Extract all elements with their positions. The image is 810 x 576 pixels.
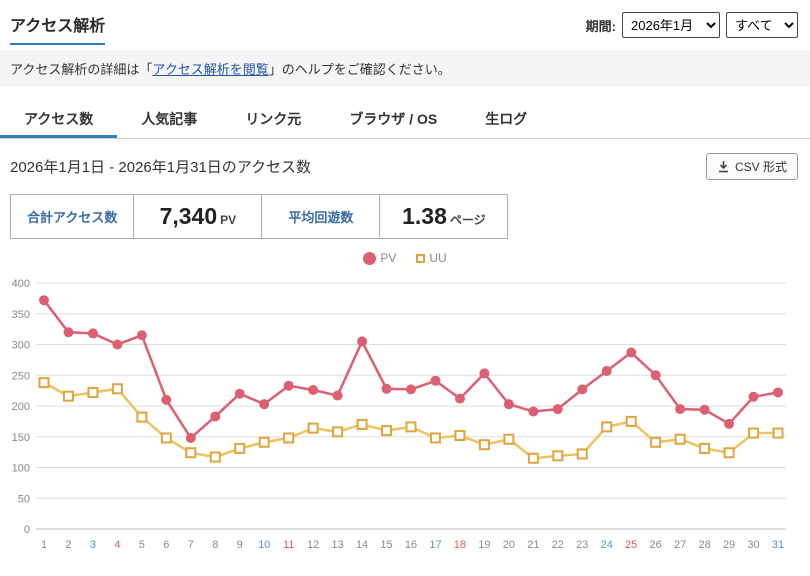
tab-popular-articles[interactable]: 人気記事	[141, 111, 198, 127]
notice-text-after: 」のヘルプをご確認ください。	[268, 62, 451, 77]
notice-text-before: アクセス解析の詳細は「	[10, 62, 153, 77]
tab-browser-os[interactable]: ブラウザ / OS	[349, 111, 438, 127]
svg-text:28: 28	[698, 539, 710, 551]
access-analysis-page: アクセス解析 期間: 2026年1月 すべて アクセス解析の詳細は「アクセス解析…	[0, 0, 810, 564]
content-head: 2026年1月1日 - 2026年1月31日のアクセス数 CSV 形式	[0, 139, 810, 190]
svg-text:16: 16	[405, 539, 417, 551]
svg-text:0: 0	[24, 524, 30, 536]
period-controls: 期間: 2026年1月 すべて	[586, 12, 798, 38]
summary-row: 合計アクセス数 7,340 PV 平均回遊数 1.38 ページ	[9, 194, 509, 239]
help-link[interactable]: アクセス解析を閲覧	[152, 62, 269, 77]
svg-text:300: 300	[12, 340, 30, 352]
svg-text:14: 14	[356, 539, 368, 551]
svg-text:350: 350	[12, 309, 30, 321]
tab-bar: アクセス数 人気記事 リンク元 ブラウザ / OS 生ログ	[0, 99, 810, 139]
period-select[interactable]: 2026年1月	[622, 12, 720, 38]
tab-raw-log[interactable]: 生ログ	[485, 111, 528, 127]
tab-link-source[interactable]: リンク元	[245, 111, 302, 127]
svg-text:50: 50	[18, 493, 30, 505]
svg-text:3: 3	[90, 539, 96, 551]
svg-text:27: 27	[674, 539, 686, 551]
svg-text:21: 21	[527, 539, 539, 551]
legend-item-pv: PV	[363, 251, 396, 265]
svg-text:10: 10	[258, 539, 270, 551]
total-access-value: 7,340 PV	[133, 194, 263, 239]
legend-item-uu: UU	[416, 251, 447, 265]
svg-text:30: 30	[747, 539, 759, 551]
svg-text:6: 6	[163, 539, 169, 551]
notice-bar: アクセス解析の詳細は「アクセス解析を閲覧」のヘルプをご確認ください。	[0, 50, 810, 87]
pv-swatch-icon	[363, 251, 377, 265]
total-access-number: 7,340	[159, 203, 218, 229]
chart-legend: PV UU	[0, 251, 810, 265]
download-icon	[718, 161, 728, 173]
avg-pages-unit: ページ	[449, 213, 486, 227]
svg-text:12: 12	[307, 539, 319, 551]
svg-text:200: 200	[12, 401, 30, 413]
svg-text:2: 2	[65, 539, 71, 551]
svg-text:5: 5	[139, 539, 145, 551]
total-access-unit: PV	[220, 213, 237, 227]
svg-text:20: 20	[503, 539, 515, 551]
svg-text:250: 250	[12, 370, 30, 382]
svg-text:31: 31	[772, 539, 784, 551]
svg-text:1: 1	[41, 539, 47, 551]
svg-text:26: 26	[650, 539, 662, 551]
date-range-title: 2026年1月1日 - 2026年1月31日のアクセス数	[10, 159, 312, 176]
tab-access-count[interactable]: アクセス数	[0, 99, 118, 138]
svg-text:15: 15	[380, 539, 392, 551]
svg-text:24: 24	[601, 539, 613, 551]
avg-pages-number: 1.38	[402, 203, 447, 229]
uu-swatch-icon	[416, 253, 426, 263]
period-label: 期間:	[585, 18, 616, 34]
page-title-text: アクセス解析	[10, 12, 106, 45]
svg-text:4: 4	[114, 539, 120, 551]
svg-text:400: 400	[12, 278, 30, 290]
svg-text:17: 17	[429, 539, 441, 551]
svg-text:29: 29	[723, 539, 735, 551]
legend-label-uu: UU	[429, 251, 447, 265]
svg-text:23: 23	[576, 539, 588, 551]
access-chart: PV UU 0 50 100 150 200 250 300 350 400 1 2 3 4 5 6 7 8 9 10…	[0, 251, 810, 564]
svg-text:25: 25	[625, 539, 637, 551]
legend-label-pv: PV	[380, 251, 397, 265]
page-title: アクセス解析	[10, 12, 106, 45]
svg-text:19: 19	[478, 539, 490, 551]
svg-text:8: 8	[212, 539, 218, 551]
svg-text:18: 18	[454, 539, 466, 551]
avg-pages-label: 平均回遊数	[261, 194, 381, 239]
svg-text:100: 100	[12, 463, 30, 475]
svg-text:150: 150	[12, 432, 30, 444]
svg-text:9: 9	[237, 539, 243, 551]
filter-select[interactable]: すべて	[726, 12, 798, 38]
header: アクセス解析 期間: 2026年1月 すべて	[0, 0, 810, 50]
total-access-label: 合計アクセス数	[9, 194, 135, 239]
csv-export-button[interactable]: CSV 形式	[705, 153, 798, 180]
csv-button-label: CSV 形式	[734, 160, 787, 174]
svg-text:13: 13	[331, 539, 343, 551]
svg-text:22: 22	[552, 539, 564, 551]
summary-table: 合計アクセス数 7,340 PV 平均回遊数 1.38 ページ	[9, 194, 509, 239]
svg-text:11: 11	[283, 539, 294, 551]
avg-pages-value: 1.38 ページ	[379, 194, 509, 239]
svg-text:7: 7	[188, 539, 194, 551]
